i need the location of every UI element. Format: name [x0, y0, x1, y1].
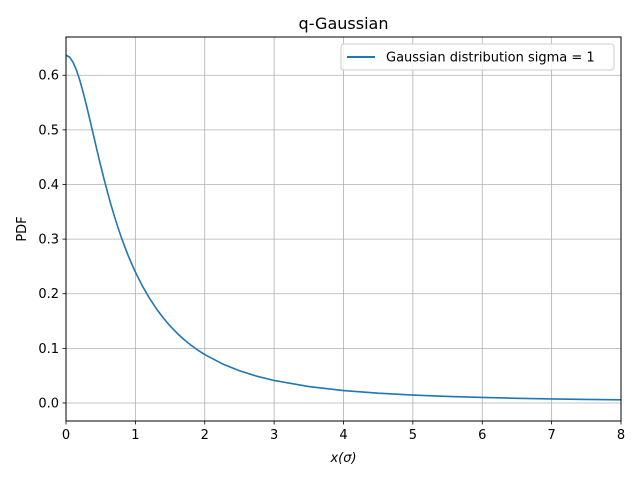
y-tick-label: 0.6 [38, 69, 59, 84]
x-tick-label: 6 [478, 428, 486, 443]
y-tick-label: 0.1 [38, 342, 59, 357]
x-tick-label: 8 [617, 428, 625, 443]
x-tick-label: 2 [201, 428, 209, 443]
x-tick-label: 5 [409, 428, 417, 443]
legend: Gaussian distribution sigma = 1 [340, 43, 615, 71]
chart-title: q-Gaussian [299, 14, 389, 33]
y-tick-label: 0.4 [38, 178, 59, 193]
x-tick-label: 4 [339, 428, 347, 443]
y-tick-label: 0.2 [38, 287, 59, 302]
legend-entry-label: Gaussian distribution sigma = 1 [386, 51, 595, 66]
ticks: 0 1 2 3 4 5 6 7 8 0.0 0.1 0.2 0.3 0.4 0.5 0.6 [38, 69, 625, 443]
x-tick-label: 0 [62, 428, 70, 443]
y-tick-label: 0.5 [38, 123, 59, 138]
legend-box [340, 43, 615, 71]
y-tick-label: 0.0 [38, 396, 59, 411]
x-axis-label: x(σ) [329, 451, 356, 466]
y-tick-label: 0.3 [38, 233, 59, 248]
series-line [65, 54, 622, 401]
plot-area [65, 54, 622, 401]
x-tick-label: 1 [131, 428, 139, 443]
y-axis-label: PDF [15, 216, 30, 241]
grid [65, 37, 622, 421]
x-tick-label: 3 [270, 428, 278, 443]
x-tick-label: 7 [547, 428, 555, 443]
